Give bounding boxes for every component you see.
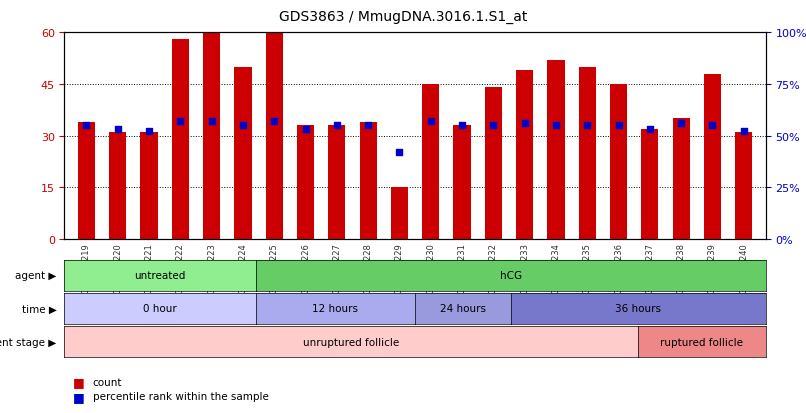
Point [643,127,656,133]
Point [612,123,625,129]
Point [299,127,312,133]
Bar [484,88,502,240]
Bar [704,74,721,240]
Point [174,119,187,125]
Bar [547,61,564,240]
Point [206,119,218,125]
Point [143,129,156,135]
Point [706,123,719,129]
Bar [610,85,627,240]
Bar [78,123,95,240]
Point [455,123,468,129]
Bar [297,126,314,240]
Text: GDS3863 / MmugDNA.3016.1.S1_at: GDS3863 / MmugDNA.3016.1.S1_at [279,10,527,24]
Text: hCG: hCG [500,271,521,281]
Bar [735,133,752,240]
Point [737,129,750,135]
Point [550,123,563,129]
Bar [203,33,220,240]
Point [424,119,437,125]
Text: 36 hours: 36 hours [615,304,661,314]
Text: count: count [93,377,123,387]
Bar [109,133,127,240]
Text: time ▶: time ▶ [22,304,56,314]
Point [487,123,500,129]
Text: unruptured follicle: unruptured follicle [303,337,400,347]
Text: ruptured follicle: ruptured follicle [660,337,743,347]
Text: ■: ■ [73,375,85,389]
Text: 24 hours: 24 hours [440,304,486,314]
Point [111,127,124,133]
Text: untreated: untreated [135,271,186,281]
Point [80,123,93,129]
Bar [266,33,283,240]
Point [236,123,249,129]
Text: development stage ▶: development stage ▶ [0,337,56,347]
Text: 12 hours: 12 hours [313,304,359,314]
Bar [642,129,659,240]
Point [362,123,375,129]
Bar [328,126,346,240]
Text: percentile rank within the sample: percentile rank within the sample [93,392,268,401]
Bar [359,123,376,240]
Bar [422,85,439,240]
Bar [140,133,158,240]
Bar [235,67,251,240]
Bar [172,40,189,240]
Point [581,123,594,129]
Bar [391,188,408,240]
Point [268,119,280,125]
Text: ■: ■ [73,390,85,403]
Bar [454,126,471,240]
Bar [516,71,534,240]
Text: 0 hour: 0 hour [143,304,177,314]
Point [393,150,406,156]
Point [675,121,688,127]
Point [518,121,531,127]
Point [330,123,343,129]
Bar [579,67,596,240]
Bar [672,119,690,240]
Text: agent ▶: agent ▶ [15,271,56,281]
